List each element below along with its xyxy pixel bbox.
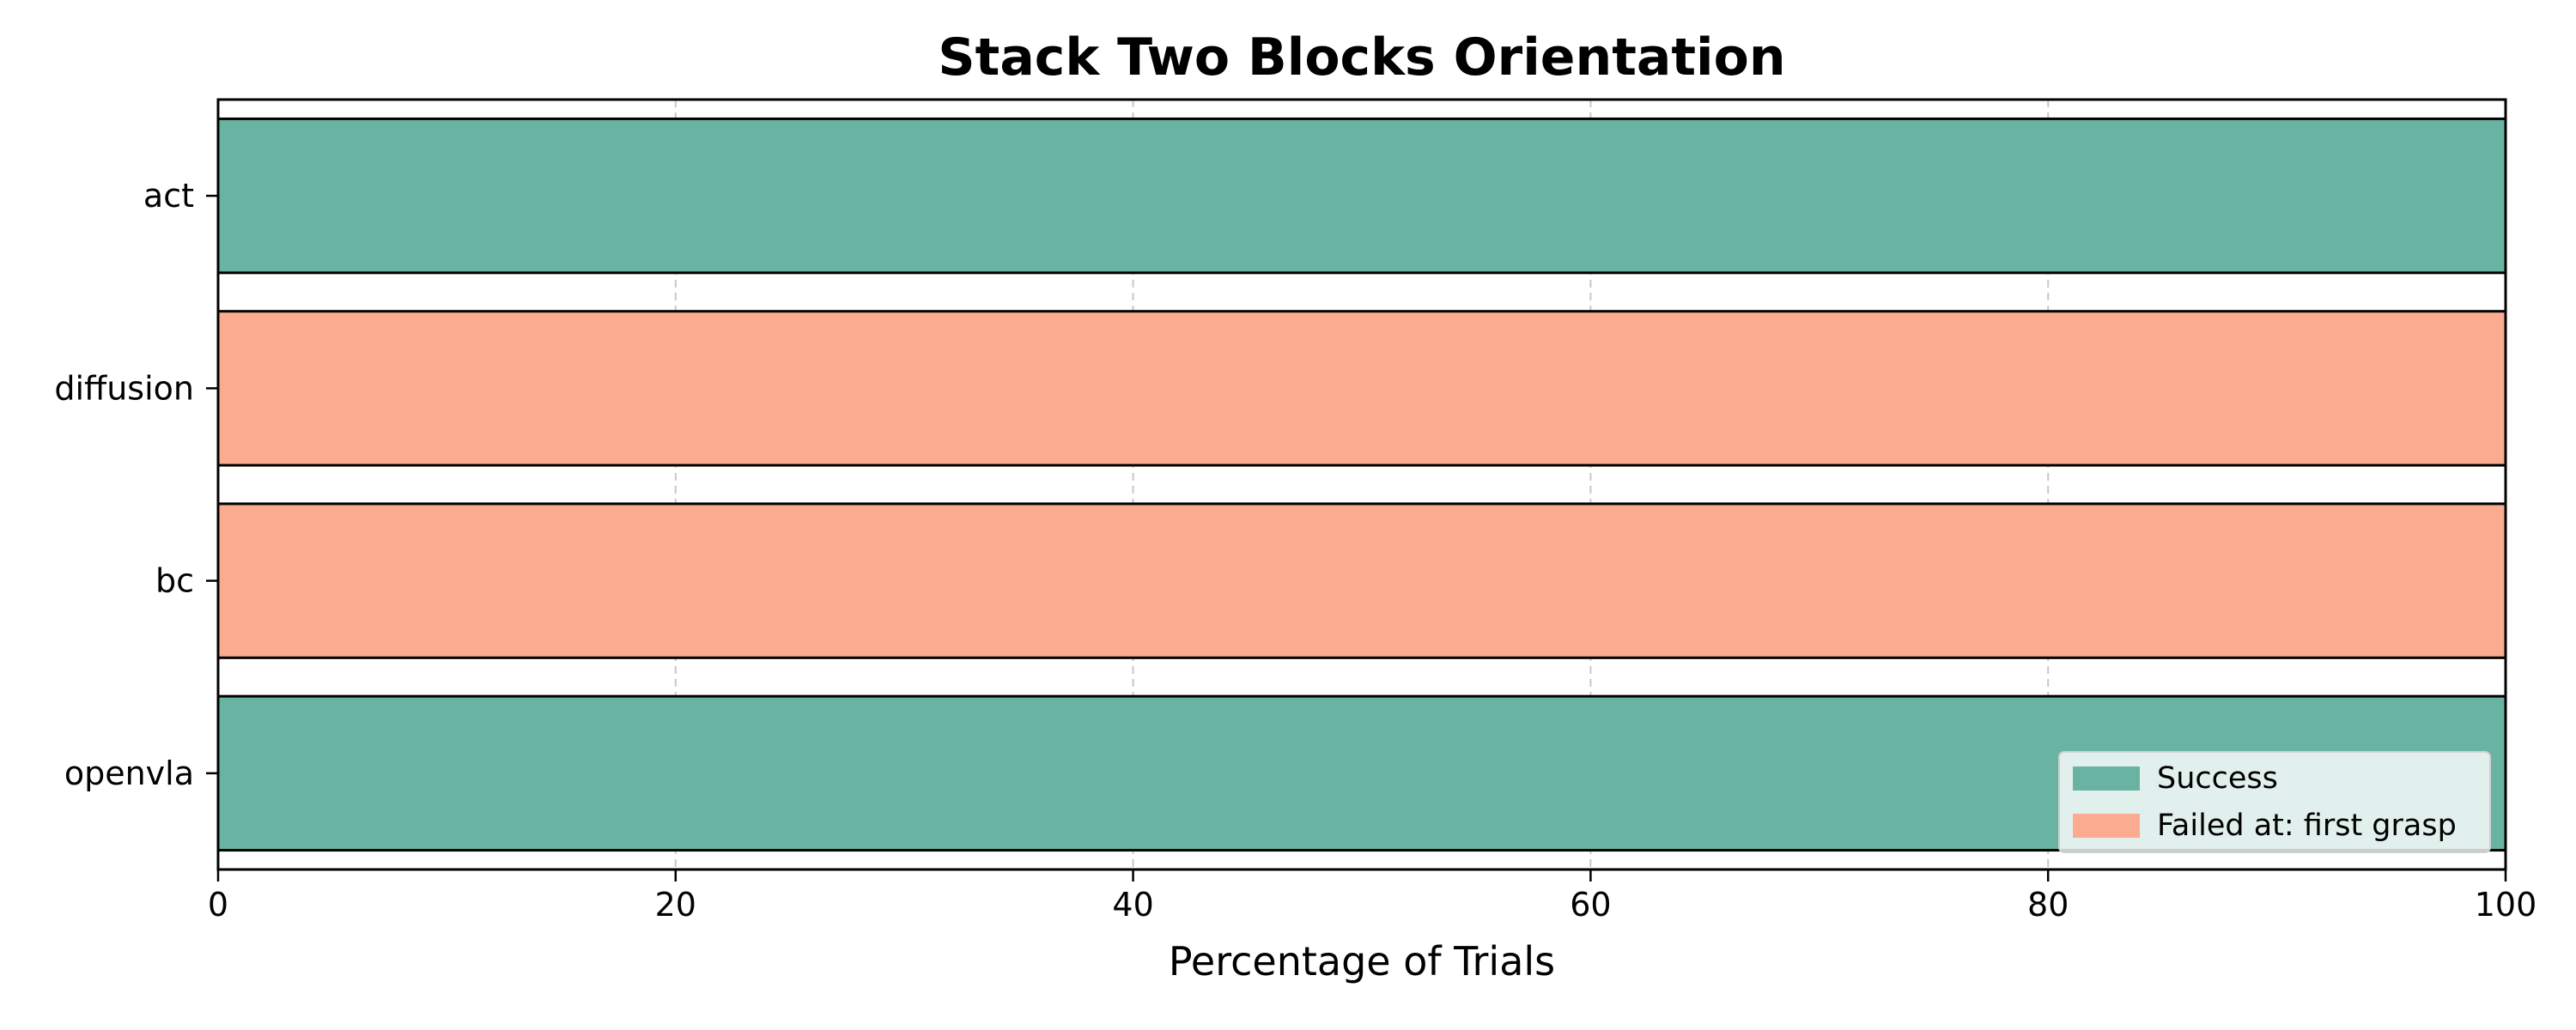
legend-label: Success [2157,761,2278,796]
x-tick-label: 40 [1112,886,1153,924]
legend-box [2058,751,2491,853]
plot-frame [216,98,2507,871]
chart-title: Stack Two Blocks Orientation [938,27,1785,88]
legend-swatch [2073,766,2140,791]
y-tick-label: diffusion [54,369,194,407]
y-tick-label: bc [155,562,194,600]
x-tick-label: 80 [2027,886,2069,924]
bars [216,117,2507,852]
legend-swatch [2073,814,2140,838]
x-axis: 0 20 40 60 80 100 [208,869,2537,924]
x-tick-label: 60 [1570,886,1611,924]
x-axis-label: Percentage of Trials [1169,938,1555,985]
bar-segment [216,502,2507,659]
y-tick-label: openvla [64,754,194,792]
bar-segment [216,117,2507,275]
legend-label: Failed at: first grasp [2157,809,2457,843]
legend: Success Failed at: first grasp [2058,751,2491,853]
x-tick-label: 20 [655,886,696,924]
y-axis: act diffusion bc openvla [54,177,218,792]
y-tick-label: act [143,177,194,215]
x-tick-label: 100 [2475,886,2537,924]
x-tick-label: 0 [208,886,228,924]
bar-segment [216,310,2507,467]
